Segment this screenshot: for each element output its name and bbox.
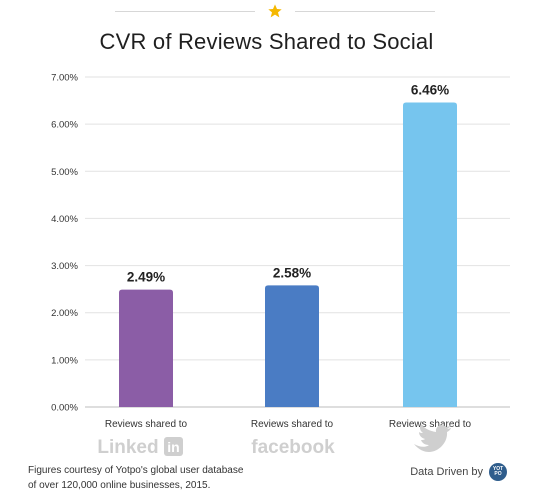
y-tick-label: 6.00% — [51, 120, 78, 131]
bar — [403, 102, 457, 407]
data-label: 2.58% — [273, 265, 311, 280]
top-rule-right — [295, 11, 435, 12]
x-tick-label: Reviews shared to — [389, 419, 472, 430]
y-tick-label: 2.00% — [51, 308, 78, 319]
brand-text: Data Driven by — [410, 466, 483, 478]
linkedin-logo-box — [164, 437, 183, 456]
bar — [265, 285, 319, 407]
facebook-logo-icon: facebook — [251, 437, 335, 458]
footnote-line-2: of over 120,000 online businesses, 2015. — [28, 480, 211, 491]
data-label: 2.49% — [127, 270, 165, 285]
yotpo-logo-icon: YOT PO — [489, 463, 507, 481]
star-icon — [268, 4, 282, 18]
linkedin-logo-in: in — [167, 439, 179, 455]
x-tick-label: Reviews shared to — [105, 419, 188, 430]
top-rule-left — [115, 11, 255, 12]
footnote: Figures courtesy of Yotpo's global user … — [28, 463, 278, 493]
data-label: 6.46% — [411, 82, 449, 97]
bar — [119, 289, 173, 407]
twitter-logo-icon — [414, 424, 451, 452]
y-tick-label: 1.00% — [51, 355, 78, 366]
x-tick-label: Reviews shared to — [251, 419, 334, 430]
y-tick-label: 5.00% — [51, 167, 78, 178]
linkedin-logo-icon: Linked — [97, 437, 158, 458]
y-tick-label: 3.00% — [51, 261, 78, 272]
footnote-line-1: Figures courtesy of Yotpo's global user … — [28, 465, 244, 476]
y-tick-label: 7.00% — [51, 73, 78, 84]
y-tick-label: 4.00% — [51, 214, 78, 225]
chart-title: CVR of Reviews Shared to Social — [99, 29, 434, 54]
y-tick-label: 0.00% — [51, 403, 78, 414]
brand-attribution: Data Driven by YOT PO — [410, 463, 507, 481]
